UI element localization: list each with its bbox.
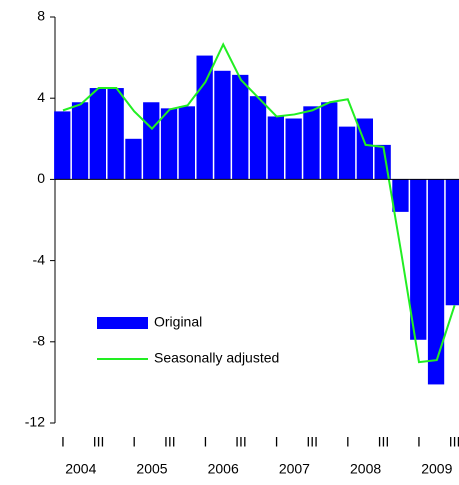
x-tick-label: I bbox=[417, 434, 421, 450]
legend-label: Seasonally adjusted bbox=[154, 350, 279, 366]
bar bbox=[178, 106, 195, 180]
x-tick-label: I bbox=[132, 434, 136, 450]
bar bbox=[54, 111, 71, 180]
year-label: 2008 bbox=[350, 461, 381, 477]
bar bbox=[427, 179, 445, 385]
year-label: 2006 bbox=[208, 461, 239, 477]
bar bbox=[445, 179, 459, 306]
bar bbox=[143, 102, 160, 180]
x-tick-label: I bbox=[203, 434, 207, 450]
legend-swatch bbox=[97, 317, 148, 329]
x-tick-label: III bbox=[164, 434, 176, 450]
y-tick-label: -12 bbox=[25, 414, 45, 430]
year-label: 2005 bbox=[136, 461, 167, 477]
y-tick-label: 4 bbox=[37, 89, 45, 105]
line bbox=[62, 42, 456, 364]
bar bbox=[249, 96, 267, 180]
bar bbox=[338, 126, 356, 180]
x-tick-label: I bbox=[275, 434, 279, 450]
bar bbox=[89, 88, 106, 180]
x-tick-label: III bbox=[378, 434, 390, 450]
y-tick-label: -8 bbox=[33, 333, 46, 349]
x-tick-label: III bbox=[306, 434, 318, 450]
bar bbox=[267, 116, 284, 180]
bar bbox=[392, 179, 409, 212]
bar bbox=[71, 102, 89, 180]
y-tick-label: -4 bbox=[33, 251, 46, 267]
bar bbox=[285, 118, 302, 180]
y-tick-label: 0 bbox=[37, 170, 45, 186]
x-tick-label: III bbox=[235, 434, 247, 450]
bar bbox=[410, 179, 427, 340]
legend-label: Original bbox=[154, 314, 202, 330]
x-tick-label: I bbox=[346, 434, 350, 450]
bar bbox=[321, 102, 338, 180]
year-label: 2007 bbox=[279, 461, 310, 477]
bar bbox=[196, 55, 213, 180]
bar bbox=[214, 70, 231, 180]
bar bbox=[232, 74, 249, 180]
x-tick-label: III bbox=[93, 434, 105, 450]
x-tick-label: III bbox=[449, 434, 459, 450]
bar bbox=[125, 138, 142, 180]
y-tick-label: 8 bbox=[37, 8, 45, 24]
bar bbox=[160, 108, 178, 180]
year-label: 2009 bbox=[421, 461, 452, 477]
bar bbox=[107, 88, 124, 180]
x-tick-label: I bbox=[61, 434, 65, 450]
bar bbox=[303, 106, 320, 180]
year-label: 2004 bbox=[65, 461, 96, 477]
